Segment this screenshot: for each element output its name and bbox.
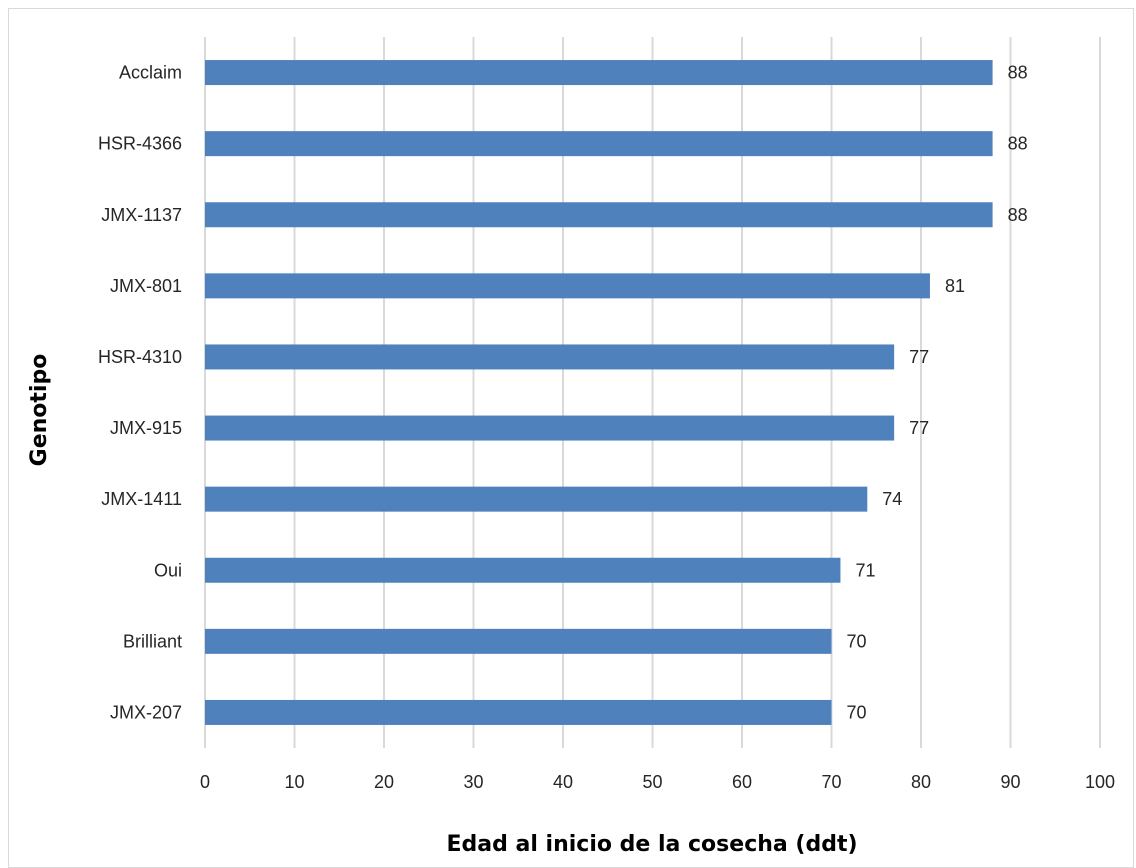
category-label: HSR-4366 (98, 134, 182, 154)
x-tick-label: 30 (463, 772, 483, 792)
bar (205, 131, 993, 157)
category-labels: Acclaim HSR-4366 JMX-1137 JMX-801 HSR-4310 JM… (98, 63, 182, 723)
category-label: HSR-4310 (98, 347, 182, 367)
data-label: 77 (909, 347, 929, 367)
x-tick-label: 100 (1085, 772, 1115, 792)
bar (205, 628, 832, 654)
data-label: 71 (855, 560, 875, 580)
bar (205, 273, 930, 299)
x-tick-labels: 0 10 20 30 40 50 60 70 80 90 100 (200, 772, 1115, 792)
x-tick-label: 90 (1000, 772, 1020, 792)
category-label: Oui (154, 560, 182, 580)
bar (205, 415, 895, 441)
data-label: 74 (882, 489, 902, 509)
data-label: 88 (1008, 63, 1028, 83)
x-tick-label: 50 (642, 772, 662, 792)
data-labels: 88 88 88 81 77 77 74 71 70 70 (847, 63, 1028, 723)
x-tick-label: 10 (284, 772, 304, 792)
x-tick-label: 70 (821, 772, 841, 792)
x-axis-title: Edad al inicio de la cosecha (ddt) (446, 832, 857, 857)
category-label: JMX-1411 (101, 489, 182, 509)
bar (205, 344, 895, 370)
x-tick-label: 40 (553, 772, 573, 792)
data-label: 77 (909, 418, 929, 438)
category-label: Acclaim (119, 63, 182, 83)
bar (205, 486, 868, 512)
category-label: JMX-801 (110, 276, 182, 296)
data-label: 70 (847, 631, 867, 651)
bar (205, 202, 993, 228)
x-tick-label: 20 (374, 772, 394, 792)
category-label: JMX-915 (110, 418, 182, 438)
bar (205, 557, 841, 583)
category-label: Brilliant (123, 631, 182, 651)
category-label: JMX-1137 (101, 205, 182, 225)
data-label: 88 (1008, 205, 1028, 225)
data-label: 88 (1008, 134, 1028, 154)
y-axis-title: Genotipo (27, 354, 52, 467)
data-label: 81 (945, 276, 965, 296)
category-label: JMX-207 (110, 702, 182, 722)
data-label: 70 (847, 702, 867, 722)
bars (205, 60, 993, 725)
x-tick-label: 0 (200, 772, 210, 792)
bar (205, 699, 832, 725)
x-tick-label: 80 (911, 772, 931, 792)
x-tick-label: 60 (732, 772, 752, 792)
bar (205, 60, 993, 86)
